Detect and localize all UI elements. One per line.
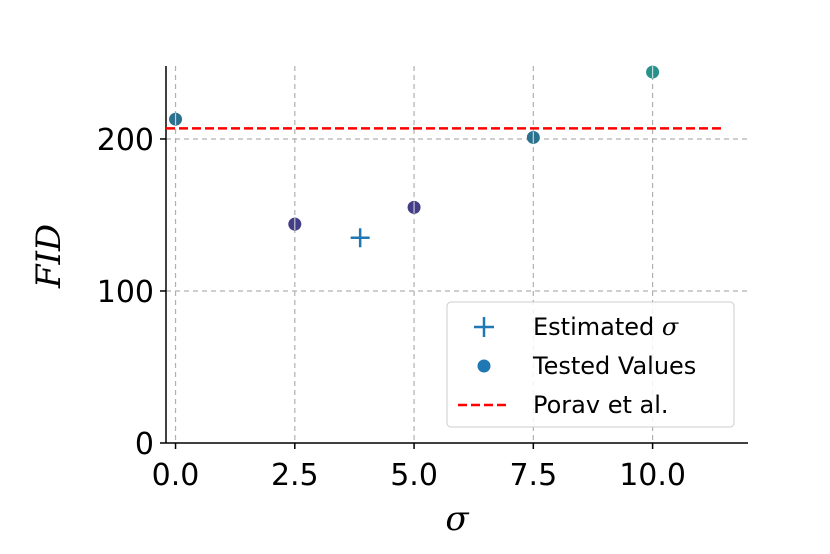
legend: Estimated σ Tested Values Porav et al. bbox=[446, 301, 735, 428]
y-tick-label: 200 bbox=[97, 123, 154, 158]
y-axis-label: FID bbox=[29, 224, 69, 289]
estimated-sigma-point bbox=[350, 228, 370, 248]
series bbox=[166, 65, 725, 248]
x-axis-label: σ bbox=[445, 499, 469, 539]
y-tick-label: 100 bbox=[97, 275, 154, 310]
circle-marker-icon bbox=[477, 359, 491, 373]
x-tick-label: 5.0 bbox=[390, 458, 438, 493]
legend-label-porav: Porav et al. bbox=[533, 391, 669, 419]
legend-item-estimated-sigma: Estimated σ bbox=[474, 313, 679, 341]
x-tick-label: 7.5 bbox=[509, 458, 557, 493]
legend-box bbox=[446, 301, 735, 428]
x-tick-label: 0.0 bbox=[152, 458, 200, 493]
legend-label-estimated-sigma: Estimated σ bbox=[533, 313, 679, 341]
legend-estimated-text: Estimated bbox=[533, 313, 662, 341]
legend-item-porav: Porav et al. bbox=[458, 391, 669, 419]
legend-sigma-symbol: σ bbox=[662, 313, 679, 341]
plus-marker-icon bbox=[474, 317, 494, 337]
legend-item-tested-values: Tested Values bbox=[477, 352, 696, 380]
x-tick-label: 2.5 bbox=[271, 458, 319, 493]
y-tick-label: 0 bbox=[135, 427, 154, 462]
ticks: 0.0 2.5 5.0 7.5 10.0 0 100 200 bbox=[97, 123, 686, 493]
x-tick-label: 10.0 bbox=[619, 458, 686, 493]
legend-label-tested-values: Tested Values bbox=[532, 352, 696, 380]
grid bbox=[166, 66, 748, 443]
